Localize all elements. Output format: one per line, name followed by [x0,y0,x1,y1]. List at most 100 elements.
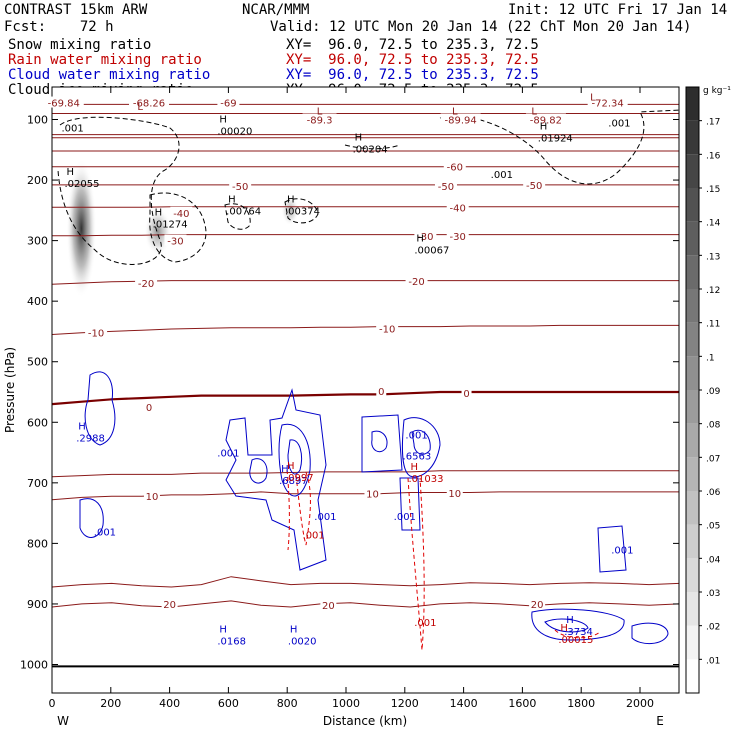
contour-label: .001 [61,123,83,134]
maximum-value: .01924 [538,134,573,145]
isotherm-label: -50 [526,181,542,192]
x-tick-label: 1200 [391,697,419,710]
x-tick-label: 0 [49,697,56,710]
maximum-marker: H [416,234,424,245]
isotherm-label: 10 [448,489,461,500]
isotherm-label-bg [364,487,381,499]
cloud-water-contour [249,458,268,484]
cloud-water-contour [401,417,441,478]
colorbar-segment [686,289,699,323]
isotherm-label-bg [587,96,628,108]
isotherm-label: -72.34 [592,99,624,110]
x-axis-label: Distance (km) [323,714,407,728]
y-tick-label: 700 [27,477,48,490]
cloud-water-contour [631,622,669,644]
isotherm-label: -30 [167,237,183,248]
maximum-marker: H [78,421,86,432]
colorbar-segment [686,356,699,390]
cloud-water-contour [544,618,589,633]
isotherm-label: 10 [146,492,159,503]
maximum-marker: H [290,624,298,635]
contour-label: .001 [611,545,633,556]
isotherm-label: -30 [417,232,433,243]
colorbar-segment [686,221,699,256]
colorbar-tick-label: .15 [706,185,720,195]
x-tick-label: 200 [100,697,121,710]
contour-label: .001 [94,527,116,538]
colorbar-segment [686,659,699,693]
rain-contour [295,469,311,546]
field-xy-rain: XY= 96.0, 72.5 to 235.3, 72.5 [286,52,539,68]
isotherm-label: -20 [138,279,154,290]
y-tick-label: 500 [27,356,48,369]
isotherm-label: -89.3 [307,116,333,127]
isotherm-label-bg [529,597,546,609]
x-tick-label: 1600 [508,697,536,710]
colorbar-segment [686,322,699,357]
cloud-water-contour [84,371,116,446]
maximum-value: .0997 [285,473,314,484]
maximum-marker: H [66,167,74,178]
field-label-cloud-water: Cloud water mixing ratio [8,67,211,83]
contour-label: .001 [405,430,427,441]
x-tick-label: 400 [159,697,180,710]
colorbar-tick-label: .01 [706,656,720,666]
isotherm-label: 0 [463,389,469,400]
hydrometeor-contours [57,109,679,651]
isotherm-label-bg [523,178,546,190]
colorbar-tick-label: .08 [706,421,721,431]
y-tick-label: 900 [27,598,48,611]
isotherm-label: -89.94 [445,116,477,127]
isotherm-label: 20 [163,600,176,611]
colorbar-segment [686,491,699,525]
isotherm-label: -40 [450,203,466,214]
colorbar-tick-label: .1 [706,353,715,363]
low-marker: L [531,106,537,117]
colorbar-tick-label: .11 [706,320,720,330]
colorbar-tick-label: .02 [706,623,720,633]
colorbar-tick-label: .13 [706,252,720,262]
cloud-ice-contour [149,192,207,263]
maximum-value: .00015 [558,635,593,646]
isotherm-label-bg [161,597,178,609]
isotherm-label-bg [443,160,466,172]
isotherm-line [52,324,679,335]
colorbar-segment [686,558,699,592]
maximum-marker: H [566,615,574,626]
maximum-value: .02055 [64,179,99,190]
isotherm-label-bg [85,326,108,338]
x-tick-label: 800 [277,697,298,710]
maximum-value: .3734 [564,627,593,638]
cloud-water-contour [531,608,625,641]
maximum-marker: H [155,208,163,219]
rain-contour [286,469,290,551]
isotherm-label-bg [129,96,170,108]
colorbar-tick-label: .05 [706,522,720,532]
y-tick-label: 100 [27,114,48,127]
colorbar-tick-label: .07 [706,454,720,464]
isotherm-label-bg [434,180,457,192]
low-marker: L [137,102,143,113]
colorbar-segment [686,423,699,458]
isotherm-label-bg [525,113,566,125]
isotherm-label: -68.26 [133,99,165,110]
isotherm-label-bg [461,387,472,399]
colorbar-segment [686,625,699,660]
maximum-marker: H [355,133,363,144]
cloud-ice-contour [284,198,319,224]
isotherm-line [52,234,679,237]
isotherm-label-bg [170,206,193,218]
y-tick-label: 200 [27,174,48,187]
colorbar-segment [686,188,699,222]
y-tick-label: 600 [27,416,48,429]
isotherm-label-bg [144,401,155,413]
maximum-marker: H [219,114,227,125]
contour-label: .001 [491,170,513,181]
field-xy-cloud-water: XY= 96.0, 72.5 to 235.3, 72.5 [286,67,539,83]
isotherm-line [52,600,679,608]
cloud-ice-contour [57,116,180,265]
isotherm-label-bg [43,96,84,108]
maximum-value: .6897 [279,476,308,487]
contour-label: .001 [217,449,239,460]
cloud-ice-contour [224,203,251,230]
